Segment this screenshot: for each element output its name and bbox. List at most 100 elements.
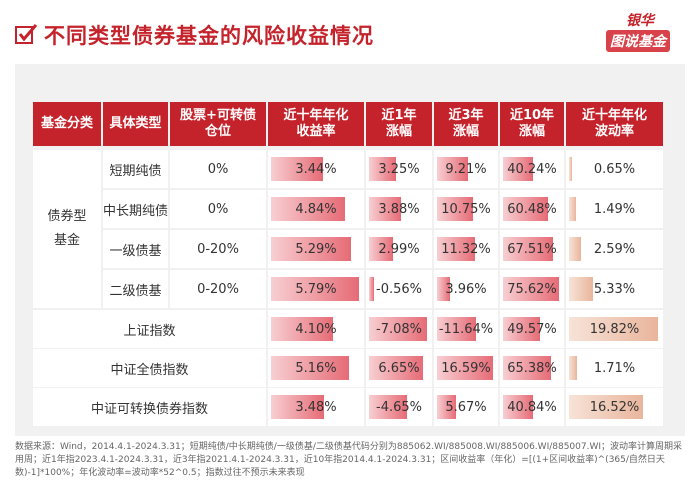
value-bar (437, 395, 457, 419)
header-line: 涨幅 (385, 124, 412, 139)
column-header: 近10年 涨幅 (500, 102, 564, 146)
value-text: 10.75% (441, 201, 491, 217)
value-cell: 6.65% (366, 349, 432, 387)
value-bar (569, 197, 576, 221)
column-header: 近十年年化 波动率 (566, 102, 663, 146)
type-cell: 中长期纯债 (103, 190, 168, 228)
value-bar (271, 237, 352, 261)
value-bar (503, 317, 540, 341)
value-text: 49.57% (507, 321, 557, 337)
value-text: 67.51% (507, 241, 557, 257)
position-cell: 0% (170, 190, 266, 228)
value-bar (369, 317, 427, 341)
index-name: 中证可转换债券指数 (33, 388, 266, 426)
value-bar (503, 197, 548, 221)
header-line: 近1年 (381, 108, 417, 123)
value-cell: 1.49% (566, 190, 663, 228)
value-text: 75.62% (507, 281, 557, 297)
value-cell: 16.59% (434, 349, 498, 387)
value-bar (271, 197, 345, 221)
value-bar (437, 277, 451, 301)
value-cell: 67.51% (500, 230, 564, 268)
value-text: 2.99% (378, 241, 420, 257)
value-bar (369, 197, 401, 221)
value-text: 3.25% (378, 161, 420, 177)
header-line: 仓位 (204, 124, 231, 139)
position-cell: 0% (170, 150, 266, 188)
index-name: 上证指数 (33, 310, 266, 348)
check-icon (15, 24, 38, 44)
value-cell: 9.21% (434, 150, 498, 188)
value-text: 40.24% (507, 161, 557, 177)
column-header: 基金分类 (33, 102, 101, 146)
position-cell: 0-20% (170, 230, 266, 268)
value-text: 5.33% (593, 281, 636, 297)
value-cell: 3.48% (268, 388, 364, 426)
value-text: 4.10% (295, 321, 337, 337)
value-bar (503, 356, 552, 380)
value-text: 60.48% (507, 201, 557, 217)
value-text: -11.64% (438, 321, 494, 337)
value-cell: 5.67% (434, 388, 498, 426)
value-bar (569, 395, 644, 419)
value-bar (437, 317, 477, 341)
column-header: 近3年 涨幅 (434, 102, 498, 146)
value-cell: -0.56% (366, 270, 432, 308)
title: 不同类型债券基金的风险收益情况 (44, 24, 374, 48)
value-text: -7.08% (376, 321, 422, 337)
value-cell: 5.79% (268, 270, 364, 308)
value-cell: 4.10% (268, 310, 364, 348)
value-bar (271, 277, 359, 301)
value-cell: 3.88% (366, 190, 432, 228)
value-cell: 4.84% (268, 190, 364, 228)
value-bar (569, 237, 581, 261)
value-text: 5.29% (295, 241, 337, 257)
value-bar (569, 356, 577, 380)
value-bar (503, 157, 533, 181)
value-cell: 49.57% (500, 310, 564, 348)
value-cell: 40.84% (500, 388, 564, 426)
value-cell: 40.24% (500, 150, 564, 188)
value-bar (503, 237, 553, 261)
value-cell: 11.32% (434, 230, 498, 268)
header-line: 近十年年化 (581, 108, 647, 123)
value-bar (437, 157, 469, 181)
logo-top: 银华 (626, 13, 654, 29)
value-cell: -7.08% (366, 310, 432, 348)
value-cell: -11.64% (434, 310, 498, 348)
value-text: 11.32% (441, 241, 491, 257)
value-text: 1.71% (593, 360, 636, 376)
value-cell: 16.52% (566, 388, 663, 426)
value-cell: 5.33% (566, 270, 663, 308)
logo: 银华 图说基金 (606, 10, 692, 56)
value-cell: 5.16% (268, 349, 364, 387)
value-text: 3.44% (295, 161, 337, 177)
type-cell: 短期纯债 (103, 150, 168, 188)
column-header: 股票+可转债 仓位 (170, 102, 266, 146)
group-label: 债券型基金 (47, 209, 87, 248)
value-cell: 3.25% (366, 150, 432, 188)
header-line: 涨幅 (518, 124, 545, 139)
column-header: 近十年年化 收益率 (268, 102, 364, 146)
value-bar (503, 277, 559, 301)
value-bar (369, 157, 396, 181)
value-text: 65.38% (507, 360, 557, 376)
value-text: 9.21% (445, 161, 487, 177)
value-text: 16.59% (441, 360, 491, 376)
footer: 数据来源：Wind，2014.4.1-2024.3.31；短期纯债/中长期纯债/… (15, 442, 683, 478)
value-text: 3.48% (295, 399, 337, 415)
value-bar (271, 157, 324, 181)
header-line: 涨幅 (452, 124, 479, 139)
value-text: 0.65% (593, 161, 636, 177)
value-bar (271, 356, 350, 380)
value-text: 4.84% (295, 201, 337, 217)
header-line: 具体类型 (109, 116, 162, 131)
value-text: 3.88% (378, 201, 420, 217)
header-line: 近十年年化 (283, 108, 349, 123)
type-cell: 二级债基 (103, 270, 168, 308)
type-cell: 一级债基 (103, 230, 168, 268)
value-text: 5.67% (445, 399, 487, 415)
value-bar (369, 395, 408, 419)
value-text: 5.79% (295, 281, 337, 297)
